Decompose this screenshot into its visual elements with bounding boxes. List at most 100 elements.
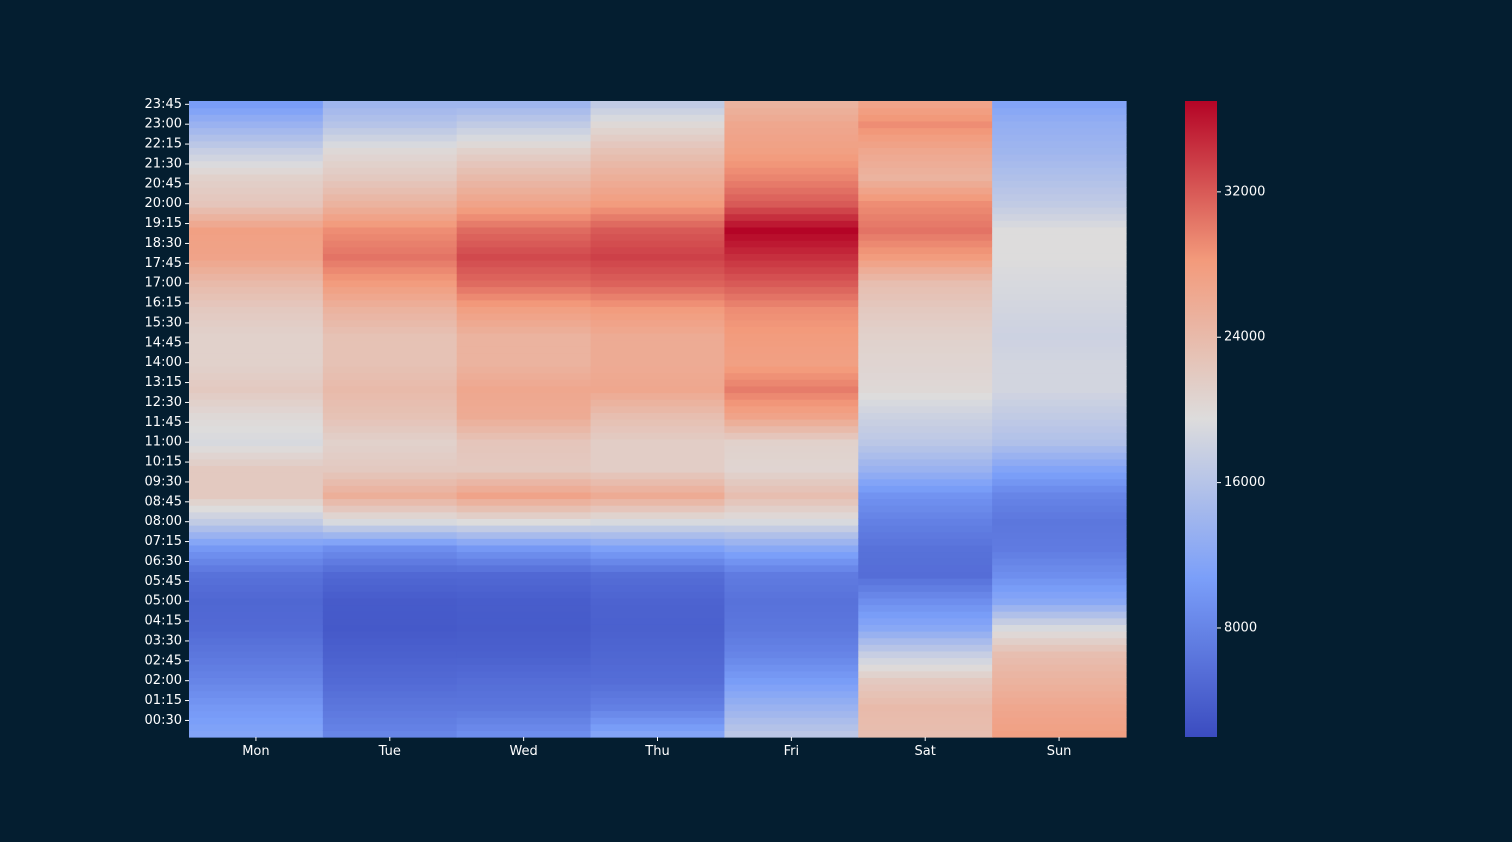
heatmap-cell bbox=[590, 650, 726, 659]
heatmap-cell bbox=[590, 372, 726, 380]
heatmap-cell bbox=[456, 366, 592, 374]
heatmap-cell bbox=[724, 591, 859, 599]
heatmap-cell bbox=[724, 299, 859, 307]
heatmap-cell bbox=[992, 710, 1127, 718]
heatmap-cell bbox=[456, 233, 592, 241]
y-tick-label: 11:45 bbox=[145, 415, 182, 430]
heatmap-cell bbox=[456, 425, 592, 433]
heatmap-cell bbox=[992, 511, 1127, 519]
heatmap-cell bbox=[858, 432, 993, 440]
heatmap-cell bbox=[322, 465, 458, 473]
heatmap-cell bbox=[724, 505, 859, 513]
heatmap-cell bbox=[858, 154, 993, 162]
heatmap-cell bbox=[322, 664, 458, 672]
heatmap-cell bbox=[992, 505, 1127, 513]
heatmap-cell bbox=[456, 173, 592, 182]
heatmap-cell bbox=[724, 134, 859, 142]
heatmap-cell bbox=[858, 213, 993, 221]
heatmap-cell bbox=[992, 491, 1127, 500]
heatmap-cell bbox=[456, 617, 592, 625]
heatmap-cell bbox=[189, 498, 324, 506]
heatmap-cell bbox=[724, 730, 859, 738]
heatmap-cell bbox=[992, 670, 1127, 678]
heatmap-cell bbox=[322, 207, 458, 215]
heatmap-cell bbox=[189, 412, 324, 420]
heatmap-cell bbox=[858, 710, 993, 718]
y-tick-label: 20:00 bbox=[145, 196, 182, 211]
heatmap-cell bbox=[992, 392, 1127, 400]
heatmap-cell bbox=[724, 578, 859, 586]
heatmap-cell bbox=[858, 558, 993, 566]
heatmap-cell bbox=[590, 385, 726, 394]
heatmap-cell bbox=[456, 160, 592, 168]
heatmap-cell bbox=[992, 193, 1127, 201]
heatmap-cell bbox=[322, 425, 458, 433]
heatmap-cell bbox=[992, 551, 1127, 559]
heatmap-cell bbox=[590, 167, 726, 175]
heatmap-cell bbox=[858, 717, 993, 725]
heatmap-cell bbox=[189, 140, 324, 148]
heatmap-cell bbox=[456, 677, 592, 685]
heatmap-cell bbox=[858, 319, 993, 327]
heatmap-cell bbox=[322, 730, 458, 738]
heatmap-cell bbox=[858, 611, 993, 619]
heatmap-cell bbox=[456, 306, 592, 314]
heatmap-cell bbox=[456, 372, 592, 380]
heatmap-cell bbox=[322, 637, 458, 645]
heatmap-cell bbox=[724, 419, 859, 427]
heatmap-cell bbox=[724, 114, 859, 122]
heatmap-cell bbox=[590, 425, 726, 433]
heatmap-cell bbox=[189, 425, 324, 433]
heatmap-cell bbox=[590, 187, 726, 195]
heatmap-cell bbox=[322, 101, 458, 109]
heatmap-cell bbox=[992, 299, 1127, 307]
heatmap-cell bbox=[992, 207, 1127, 215]
heatmap-cell bbox=[189, 710, 324, 718]
heatmap-cell bbox=[322, 531, 458, 539]
heatmap-cell bbox=[724, 511, 859, 519]
heatmap-cell bbox=[724, 279, 859, 288]
heatmap-cell bbox=[724, 127, 859, 135]
heatmap-cell bbox=[724, 544, 859, 553]
y-tick-label: 14:45 bbox=[145, 335, 182, 350]
heatmap-cell bbox=[590, 306, 726, 314]
heatmap-cell bbox=[456, 531, 592, 539]
heatmap-cell bbox=[456, 458, 592, 466]
heatmap-cell bbox=[189, 385, 324, 394]
heatmap-cell bbox=[456, 293, 592, 301]
heatmap-cell bbox=[456, 266, 592, 274]
heatmap-cell bbox=[590, 710, 726, 718]
heatmap-cell bbox=[189, 253, 324, 261]
heatmap-cell bbox=[992, 438, 1127, 447]
heatmap-cell bbox=[456, 597, 592, 606]
heatmap-cell bbox=[992, 650, 1127, 659]
heatmap-cell bbox=[322, 710, 458, 718]
heatmap-cell bbox=[456, 226, 592, 235]
heatmap-cell bbox=[189, 233, 324, 241]
heatmap-cell bbox=[189, 392, 324, 400]
heatmap-cell bbox=[724, 558, 859, 566]
heatmap-cell bbox=[724, 266, 859, 274]
heatmap-cell bbox=[858, 677, 993, 685]
heatmap-cell bbox=[322, 114, 458, 122]
heatmap-cell bbox=[858, 650, 993, 659]
heatmap-cell bbox=[590, 611, 726, 619]
heatmap-cell bbox=[322, 385, 458, 394]
heatmap-cell bbox=[189, 485, 324, 493]
y-tick-label: 19:15 bbox=[145, 216, 182, 231]
heatmap-cell bbox=[992, 120, 1127, 129]
heatmap-cell bbox=[724, 173, 859, 182]
heatmap-cell bbox=[456, 392, 592, 400]
heatmap-cell bbox=[590, 240, 726, 248]
heatmap-cell bbox=[724, 624, 859, 632]
heatmap-cell bbox=[590, 551, 726, 559]
heatmap-cell bbox=[992, 644, 1127, 652]
heatmap-cell bbox=[590, 531, 726, 539]
heatmap-cell bbox=[858, 578, 993, 586]
heatmap-cell bbox=[590, 564, 726, 572]
heatmap-cell bbox=[189, 597, 324, 606]
heatmap-cell bbox=[992, 597, 1127, 606]
heatmap-cell bbox=[189, 478, 324, 486]
heatmap-cell bbox=[456, 253, 592, 261]
heatmap-cell bbox=[858, 352, 993, 360]
